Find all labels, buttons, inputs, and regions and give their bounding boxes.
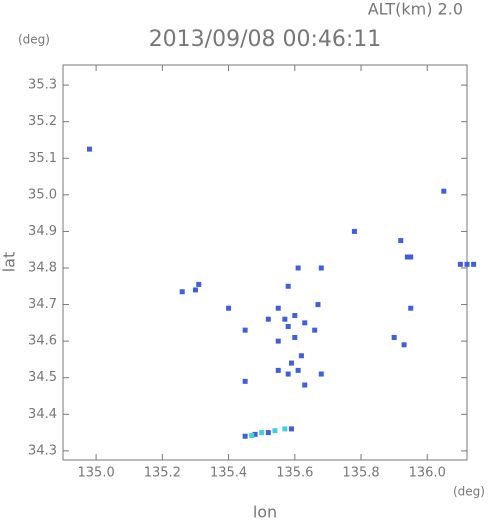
echo-point (265, 316, 271, 322)
echo-point (464, 261, 470, 267)
echo-point (302, 382, 308, 388)
echo-point (242, 378, 248, 384)
x-axis-label: lon (253, 503, 277, 521)
y-tick-label: 35.3 (28, 78, 57, 93)
chart-subtitle: ALT(km) 2.0 (368, 0, 463, 19)
echo-point (457, 261, 463, 267)
echo-point (265, 430, 271, 436)
y-tick-label: 34.5 (28, 370, 57, 385)
x-tick-label: 135.0 (78, 466, 115, 481)
y-tick-label: 34.7 (28, 297, 57, 312)
echo-point (295, 265, 301, 271)
echo-point (288, 426, 294, 432)
y-tick-label: 35.1 (28, 151, 57, 166)
echo-point (315, 302, 321, 308)
echo-point (249, 432, 255, 438)
echo-point (408, 254, 414, 260)
chart-title: 2013/09/08 00:46:11 (149, 27, 382, 52)
echo-point (275, 338, 281, 344)
echo-point (288, 360, 294, 366)
y-unit: (deg) (18, 33, 50, 47)
x-tick-label: 135.2 (144, 466, 181, 481)
echo-point (259, 430, 265, 436)
echo-point (192, 287, 198, 293)
x-tick-label: 135.6 (276, 466, 313, 481)
echo-point (282, 426, 288, 432)
echo-point (285, 371, 291, 377)
echo-point (272, 428, 278, 434)
echo-point (471, 261, 477, 267)
y-tick-label: 35.2 (28, 114, 57, 129)
x-tick-label: 135.4 (210, 466, 247, 481)
echo-point (351, 228, 357, 234)
y-tick-label: 34.4 (28, 407, 57, 422)
echo-point (196, 281, 202, 287)
echo-point (292, 313, 298, 319)
plot-frame (62, 64, 468, 461)
echo-point (302, 320, 308, 326)
y-tick-label: 35.0 (28, 187, 57, 202)
echo-point (285, 324, 291, 330)
echo-point (312, 327, 318, 333)
y-axis-label: lat (0, 252, 19, 273)
x-tick-label: 135.8 (342, 466, 379, 481)
echo-point (226, 305, 232, 311)
echo-point (292, 334, 298, 340)
echo-point (408, 305, 414, 311)
echo-point (275, 367, 281, 373)
echo-point (295, 367, 301, 373)
echo-point (242, 327, 248, 333)
echo-point (275, 305, 281, 311)
echo-point (318, 371, 324, 377)
echo-point (404, 254, 410, 260)
echo-point (86, 146, 92, 152)
echo-point (441, 188, 447, 194)
echo-point (242, 433, 248, 439)
echo-point (398, 238, 404, 244)
echo-point (391, 334, 397, 340)
echo-point (298, 353, 304, 359)
echo-point (285, 283, 291, 289)
echo-point (282, 316, 288, 322)
echo-point (252, 431, 258, 437)
echo-point (401, 342, 407, 348)
y-tick-label: 34.6 (28, 334, 57, 349)
y-tick-label: 34.9 (28, 224, 57, 239)
x-tick-label: 136.0 (409, 466, 446, 481)
echo-point (318, 265, 324, 271)
echo-point (179, 289, 185, 295)
y-tick-label: 34.8 (28, 260, 57, 275)
y-tick-label: 34.3 (28, 443, 57, 458)
x-unit: (deg) (453, 485, 485, 499)
